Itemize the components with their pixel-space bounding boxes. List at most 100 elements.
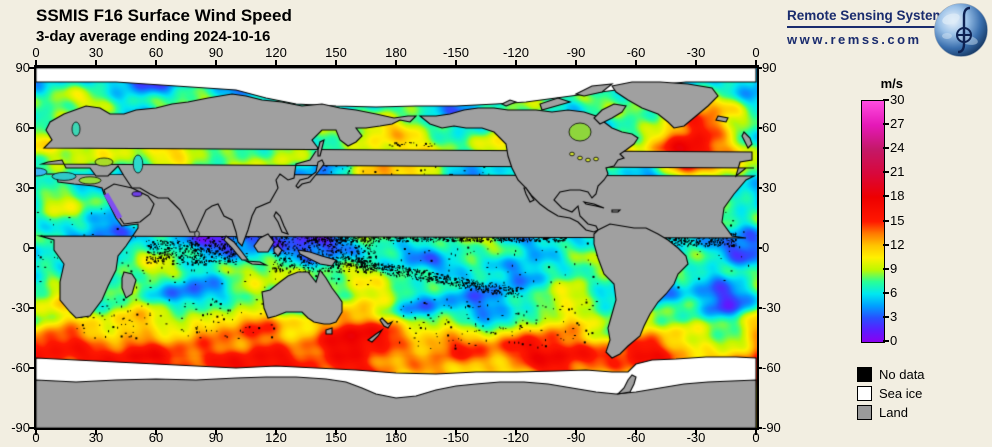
lon-tick-label-bottom: 150 — [325, 430, 347, 445]
colorbar-tick-label: 15 — [890, 212, 905, 228]
colorbar-tick-mark — [883, 315, 889, 318]
lat-tick-label-right: 0 — [762, 240, 770, 255]
lon-tick-mark-bottom — [455, 430, 457, 435]
lon-tick-mark-top — [95, 60, 97, 65]
lon-tick-mark-bottom — [35, 430, 37, 435]
lat-tick-label-right: -90 — [762, 420, 781, 435]
colorbar-tick-mark — [883, 340, 889, 342]
lon-tick-label-bottom: -150 — [442, 430, 470, 445]
colorbar-tick-label: 9 — [890, 260, 898, 276]
lat-tick-label-left: -30 — [11, 300, 30, 315]
lon-tick-label-top: 90 — [208, 45, 224, 60]
lat-tick-label-right: 90 — [762, 60, 777, 75]
legend-label: Sea ice — [879, 386, 923, 401]
lon-tick-mark-bottom — [335, 430, 337, 435]
lon-tick-label-top: 180 — [385, 45, 407, 60]
lon-tick-label-top: -30 — [686, 45, 706, 60]
colorbar-tick-mark — [883, 171, 889, 174]
colorbar-tick-label: 3 — [890, 308, 898, 324]
colorbar-tick-mark — [883, 219, 889, 222]
world-wind-speed-map — [36, 68, 757, 428]
lon-tick-mark-bottom — [755, 430, 757, 435]
lon-tick-mark-bottom — [635, 430, 637, 435]
lon-tick-label-bottom: -60 — [626, 430, 646, 445]
lon-tick-label-bottom: -120 — [502, 430, 530, 445]
lat-tick-mark-left — [29, 427, 34, 429]
brand-name: Remote Sensing Systems — [787, 8, 952, 28]
lon-tick-mark-top — [215, 60, 217, 65]
lon-tick-label-top: 120 — [265, 45, 287, 60]
colorbar-tick-mark — [883, 99, 889, 101]
lon-tick-label-top: 150 — [325, 45, 347, 60]
lon-tick-mark-top — [455, 60, 457, 65]
lon-tick-mark-top — [695, 60, 697, 65]
lon-tick-label-bottom: 0 — [32, 430, 40, 445]
remss-globe-logo-icon — [934, 3, 988, 57]
lat-tick-mark-right — [757, 187, 762, 189]
colorbar-tick-mark — [883, 147, 889, 150]
legend-item: Sea ice — [857, 385, 922, 402]
lat-tick-label-right: -30 — [762, 300, 781, 315]
lat-tick-label-right: -60 — [762, 360, 781, 375]
lon-tick-mark-bottom — [95, 430, 97, 435]
lat-tick-mark-left — [29, 187, 34, 189]
lon-tick-mark-bottom — [575, 430, 577, 435]
legend-swatch-icon — [857, 405, 872, 420]
lon-tick-label-bottom: 60 — [148, 430, 164, 445]
page-title: SSMIS F16 Surface Wind Speed — [36, 6, 292, 25]
lat-tick-mark-left — [29, 367, 34, 369]
lat-tick-label-right: 60 — [762, 120, 777, 135]
legend-label: No data — [879, 367, 925, 382]
colorbar — [861, 100, 885, 343]
map-frame — [34, 65, 759, 430]
legend-label: Land — [879, 405, 908, 420]
legend-swatch-icon — [857, 367, 872, 382]
lon-tick-mark-bottom — [215, 430, 217, 435]
lat-tick-label-left: 60 — [15, 120, 30, 135]
lon-tick-mark-top — [335, 60, 337, 65]
colorbar-tick-mark — [883, 243, 889, 246]
lat-tick-mark-left — [29, 67, 34, 69]
lon-tick-mark-top — [755, 60, 757, 65]
colorbar-tick-mark — [883, 267, 889, 270]
brand-url[interactable]: www.remss.com — [787, 32, 922, 47]
lon-tick-mark-top — [275, 60, 277, 65]
lat-tick-mark-left — [29, 307, 34, 309]
lat-tick-mark-right — [757, 247, 762, 249]
lon-tick-label-top: -150 — [442, 45, 470, 60]
lon-tick-label-bottom: 30 — [88, 430, 104, 445]
remss-brand-link[interactable]: Remote Sensing Systems www.remss.com — [787, 8, 952, 47]
lon-tick-mark-top — [35, 60, 37, 65]
lon-tick-label-bottom: 90 — [208, 430, 224, 445]
page-subtitle: 3-day average ending 2024-10-16 — [36, 28, 271, 45]
colorbar-tick-mark — [883, 195, 889, 198]
lon-tick-mark-bottom — [275, 430, 277, 435]
lon-tick-label-top: -90 — [566, 45, 586, 60]
colorbar-tick-label: 30 — [890, 92, 905, 107]
lon-tick-mark-bottom — [395, 430, 397, 435]
lon-tick-label-top: -60 — [626, 45, 646, 60]
colorbar-tick-label: 0 — [890, 333, 898, 348]
colorbar-tick-mark — [883, 291, 889, 294]
lat-tick-label-left: -60 — [11, 360, 30, 375]
colorbar-tick-label: 24 — [890, 140, 905, 156]
lat-tick-mark-right — [757, 127, 762, 129]
lat-tick-mark-right — [757, 67, 762, 69]
lon-tick-label-bottom: 0 — [752, 430, 760, 445]
lon-tick-label-top: 0 — [32, 45, 40, 60]
lon-tick-mark-top — [155, 60, 157, 65]
lon-tick-label-bottom: 120 — [265, 430, 287, 445]
lon-tick-mark-top — [515, 60, 517, 65]
lon-tick-mark-top — [395, 60, 397, 65]
legend-swatch-icon — [857, 386, 872, 401]
legend-item: No data — [857, 366, 925, 383]
colorbar-tick-label: 12 — [890, 236, 905, 252]
lon-tick-label-top: 30 — [88, 45, 104, 60]
lon-tick-label-bottom: -30 — [686, 430, 706, 445]
legend-item: Land — [857, 404, 908, 421]
lon-tick-label-bottom: -90 — [566, 430, 586, 445]
colorbar-tick-label: 18 — [890, 188, 905, 204]
lat-tick-label-left: 90 — [15, 60, 30, 75]
lon-tick-label-top: 60 — [148, 45, 164, 60]
